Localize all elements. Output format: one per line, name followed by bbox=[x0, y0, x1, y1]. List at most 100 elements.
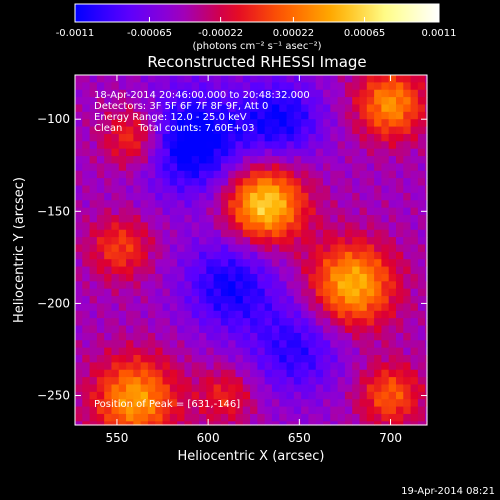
heatmap-cell bbox=[388, 200, 397, 209]
heatmap-cell bbox=[126, 170, 134, 179]
heatmap-cell bbox=[199, 355, 207, 363]
heatmap-cell bbox=[271, 325, 280, 334]
heatmap-cell bbox=[213, 259, 222, 268]
heatmap-cell bbox=[82, 362, 91, 371]
heatmap-cell bbox=[381, 266, 390, 275]
heatmap-cell bbox=[271, 163, 280, 172]
heatmap-cell bbox=[352, 296, 361, 305]
heatmap-cell bbox=[89, 325, 98, 334]
heatmap-cell bbox=[111, 406, 120, 415]
heatmap-cell bbox=[425, 89, 428, 98]
heatmap-cell bbox=[374, 104, 383, 113]
heatmap-cell bbox=[169, 355, 178, 363]
heatmap-cell bbox=[147, 421, 156, 426]
heatmap-cell bbox=[96, 207, 105, 216]
heatmap-cell bbox=[403, 185, 412, 194]
heatmap-cell bbox=[257, 104, 266, 113]
heatmap-cell bbox=[279, 340, 288, 349]
heatmap-cell bbox=[395, 259, 404, 268]
heatmap-cell bbox=[323, 369, 331, 378]
heatmap-cell bbox=[82, 355, 91, 363]
heatmap-cell bbox=[75, 318, 83, 327]
heatmap-cell bbox=[301, 185, 310, 194]
heatmap-cell bbox=[242, 251, 251, 260]
heatmap-cell bbox=[228, 421, 237, 426]
heatmap-cell bbox=[140, 163, 149, 172]
heatmap-cell bbox=[315, 178, 324, 187]
heatmap-cell bbox=[220, 399, 229, 408]
heatmap-cell bbox=[104, 75, 113, 83]
heatmap-cell bbox=[147, 222, 156, 231]
heatmap-cell bbox=[410, 111, 419, 120]
heatmap-cell bbox=[169, 391, 178, 400]
heatmap-cell bbox=[82, 222, 91, 231]
heatmap-cell bbox=[308, 421, 317, 426]
heatmap-cell bbox=[344, 362, 353, 371]
heatmap-cell bbox=[271, 259, 280, 268]
heatmap-cell bbox=[337, 126, 346, 135]
heatmap-cell bbox=[425, 347, 428, 356]
heatmap-cell bbox=[323, 126, 331, 135]
heatmap-cell bbox=[213, 303, 222, 312]
heatmap-cell bbox=[111, 200, 120, 209]
heatmap-cell bbox=[199, 170, 207, 179]
heatmap-cell bbox=[133, 310, 142, 319]
x-tick-label: 600 bbox=[197, 431, 220, 445]
heatmap-cell bbox=[352, 281, 361, 290]
heatmap-cell bbox=[279, 237, 288, 246]
heatmap-cell bbox=[147, 251, 156, 260]
heatmap-cell bbox=[169, 384, 178, 393]
heatmap-cell bbox=[315, 369, 324, 378]
heatmap-cell bbox=[104, 399, 113, 408]
heatmap-cell bbox=[133, 377, 142, 386]
heatmap-cell bbox=[177, 318, 186, 327]
heatmap-cell bbox=[271, 104, 280, 113]
heatmap-cell bbox=[410, 185, 419, 194]
heatmap-cell bbox=[425, 200, 428, 209]
heatmap-cell bbox=[126, 325, 134, 334]
heatmap-cell bbox=[133, 288, 142, 297]
heatmap-cell bbox=[111, 170, 120, 179]
heatmap-cell bbox=[228, 237, 237, 246]
heatmap-cell bbox=[395, 82, 404, 91]
heatmap-cell bbox=[177, 391, 186, 400]
heatmap-cell bbox=[366, 89, 375, 98]
heatmap-cell bbox=[337, 156, 346, 165]
heatmap-cell bbox=[374, 340, 383, 349]
heatmap-cell bbox=[169, 362, 178, 371]
heatmap-cell bbox=[271, 266, 280, 275]
heatmap-cell bbox=[147, 399, 156, 408]
heatmap-cell bbox=[104, 126, 113, 135]
heatmap-cell bbox=[147, 244, 156, 253]
heatmap-cell bbox=[155, 148, 164, 157]
heatmap-cell bbox=[250, 156, 258, 165]
heatmap-cell bbox=[315, 296, 324, 305]
heatmap-cell bbox=[104, 192, 113, 201]
x-tick-label: 700 bbox=[379, 431, 402, 445]
heatmap-cell bbox=[126, 82, 134, 91]
heatmap-cell bbox=[191, 413, 200, 422]
heatmap-cell bbox=[374, 303, 383, 312]
heatmap-cell bbox=[279, 185, 288, 194]
heatmap-cell bbox=[89, 288, 98, 297]
heatmap-cell bbox=[352, 215, 361, 223]
heatmap-cell bbox=[228, 185, 237, 194]
heatmap-cell bbox=[147, 170, 156, 179]
heatmap-cell bbox=[344, 347, 353, 356]
heatmap-cell bbox=[381, 82, 390, 91]
heatmap-cell bbox=[395, 362, 404, 371]
heatmap-cell bbox=[337, 384, 346, 393]
heatmap-cell bbox=[410, 119, 419, 128]
heatmap-cell bbox=[257, 207, 266, 216]
heatmap-cell bbox=[381, 156, 390, 165]
heatmap-cell bbox=[191, 406, 200, 415]
heatmap-cell bbox=[118, 310, 127, 319]
heatmap-cell bbox=[264, 296, 273, 305]
heatmap-cell bbox=[323, 192, 331, 201]
heatmap-cell bbox=[213, 332, 222, 341]
heatmap-cell bbox=[228, 229, 237, 238]
heatmap-cell bbox=[374, 185, 383, 194]
heatmap-cell bbox=[206, 273, 215, 282]
heatmap-cell bbox=[206, 369, 215, 378]
heatmap-cell bbox=[96, 421, 105, 426]
